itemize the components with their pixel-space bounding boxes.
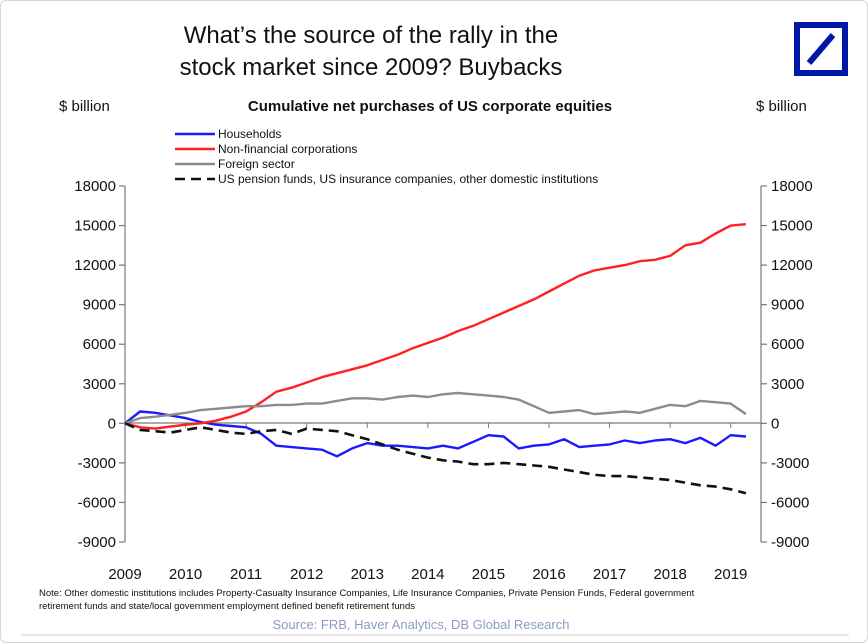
x-tick-label: 2017 [593, 566, 626, 583]
x-tick-label: 2016 [532, 566, 565, 583]
x-tick-label: 2018 [653, 566, 686, 583]
series-line-0 [124, 410, 747, 458]
y-tick-label-left: -3000 [78, 455, 116, 472]
y-tick-label-right: 12000 [771, 257, 813, 274]
x-tick-label: 2012 [290, 566, 323, 583]
y-tick-label-right: -9000 [771, 534, 809, 551]
y-tick-label-right: 15000 [771, 218, 813, 235]
y-tick-label-left: -6000 [78, 494, 116, 511]
y-tick-label-left: 3000 [83, 376, 116, 393]
y-tick-label-right: 3000 [771, 376, 804, 393]
x-tick-label: 2011 [230, 566, 262, 583]
y-tick-label-right: 0 [771, 415, 779, 432]
x-tick-label: 2009 [108, 566, 141, 583]
series-line-3 [124, 422, 747, 495]
legend-label: Non-financial corporations [218, 142, 357, 156]
y-tick-label-left: 9000 [83, 297, 116, 314]
y-tick-label-left: 15000 [74, 218, 116, 235]
legend-label: Households [218, 127, 281, 141]
y-ticks-right: 18000 15000 12000 9000 6000 3000 0 -3000 -6000 -9… [761, 178, 813, 551]
x-tick-label: 2015 [472, 566, 505, 583]
y-tick-label-left: 18000 [74, 178, 116, 195]
legend-label: US pension funds, US insurance companies… [218, 172, 598, 186]
legend-label: Foreign sector [218, 157, 295, 171]
y-tick-label-left: 12000 [74, 257, 116, 274]
footnote-line-2: retirement funds and state/local governm… [39, 601, 415, 612]
y-tick-label-right: -6000 [771, 494, 809, 511]
x-tick-label: 2019 [714, 566, 747, 583]
series-layer [124, 223, 747, 495]
y-tick-label-right: 18000 [771, 178, 813, 195]
series-line-2 [124, 391, 747, 425]
x-tick-label: 2014 [411, 566, 444, 583]
y-tick-label-left: -9000 [78, 534, 116, 551]
y-tick-label-right: 9000 [771, 297, 804, 314]
axes [124, 186, 762, 542]
source-note: Source: FRB, Haver Analytics, DB Global … [273, 617, 570, 632]
y-tick-label-left: 6000 [83, 336, 116, 353]
x-ticks: 2009 2010 2011 2012 2013 2014 2015 2016 2017 2018… [108, 423, 747, 583]
y-ticks-left: 18000 15000 12000 9000 6000 3000 0 -3000 -6000 -9… [74, 178, 125, 551]
footnote-line-1: Note: Other domestic institutions includ… [39, 588, 695, 599]
series-line-1 [124, 223, 747, 430]
x-tick-label: 2013 [351, 566, 384, 583]
y-tick-label-right: 6000 [771, 336, 804, 353]
x-tick-label: 2010 [169, 566, 202, 583]
title-line-2: stock market since 2009? Buybacks [180, 54, 563, 81]
deutsche-bank-logo-icon [794, 22, 848, 76]
y-tick-label-right: -3000 [771, 455, 809, 472]
chart-subtitle: Cumulative net purchases of US corporate… [248, 98, 612, 115]
y-tick-label-left: 0 [108, 415, 116, 432]
y-axis-right-label: $ billion [756, 98, 807, 115]
y-axis-left-label: $ billion [59, 98, 110, 115]
title-line-1: What’s the source of the rally in the [184, 22, 558, 49]
